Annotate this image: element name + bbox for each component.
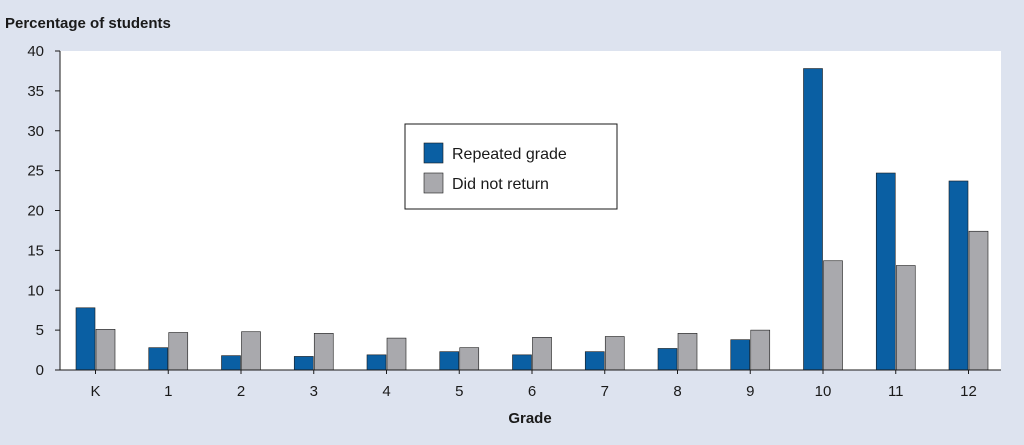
bar-repeated-grade-6 — [512, 354, 532, 371]
x-tick-label: 1 — [164, 383, 172, 400]
legend: Repeated grade Did not return — [404, 123, 618, 210]
plot-area — [60, 51, 1001, 370]
bar-did-not-return-4 — [386, 337, 407, 371]
x-tick-label: 5 — [455, 383, 463, 400]
legend-label-did-not-return: Did not return — [452, 176, 549, 193]
bar-repeated-grade-4 — [366, 354, 387, 371]
y-tick-label: 5 — [36, 322, 44, 339]
bar-repeated-grade-5 — [439, 351, 460, 371]
bar-did-not-return-9 — [750, 329, 771, 371]
bar-repeated-grade-11 — [875, 172, 896, 371]
y-tick-label: 10 — [27, 282, 44, 299]
y-tick-label: 40 — [27, 43, 44, 60]
bar-did-not-return-6 — [532, 337, 552, 371]
bar-did-not-return-5 — [459, 347, 480, 371]
bar-repeated-grade-2 — [221, 355, 241, 371]
x-axis-label: Grade — [508, 410, 551, 427]
y-tick-label: 0 — [36, 362, 44, 379]
bar-did-not-return-2 — [241, 331, 261, 371]
x-tick-label: 6 — [528, 383, 536, 400]
x-tick-label: K — [90, 383, 100, 400]
bar-did-not-return-8 — [677, 333, 698, 371]
x-tick-label: 2 — [237, 383, 245, 400]
bar-repeated-grade-9 — [730, 339, 751, 371]
x-tick-label: 8 — [673, 383, 681, 400]
legend-swatch-did-not-return — [423, 172, 444, 194]
bar-repeated-grade-8 — [657, 348, 678, 371]
x-tick-label: 3 — [310, 383, 318, 400]
legend-label-repeated-grade: Repeated grade — [452, 146, 567, 163]
bar-did-not-return-12 — [968, 230, 989, 371]
bar-repeated-grade-1 — [148, 347, 169, 371]
x-tick-label: 12 — [960, 383, 977, 400]
bar-series — [75, 68, 989, 371]
bar-repeated-grade-7 — [584, 351, 605, 371]
x-axis-ticks: K 1 2 3 4 5 6 7 8 9 10 11 12 — [90, 370, 977, 400]
x-tick-label: 4 — [382, 383, 390, 400]
bar-repeated-grade-10 — [803, 68, 823, 371]
legend-box — [404, 123, 618, 210]
bar-did-not-return-11 — [895, 265, 916, 371]
y-tick-label: 20 — [27, 203, 44, 220]
bar-repeated-grade-3 — [293, 356, 314, 371]
x-tick-label: 9 — [746, 383, 754, 400]
y-tick-label: 30 — [27, 123, 44, 140]
y-tick-label: 35 — [27, 83, 44, 100]
y-tick-label: 25 — [27, 163, 44, 180]
x-tick-label: 7 — [601, 383, 609, 400]
bar-did-not-return-7 — [604, 336, 625, 371]
bar-did-not-return-10 — [823, 260, 843, 371]
x-tick-label: 10 — [815, 383, 832, 400]
bar-did-not-return-k — [95, 329, 116, 371]
bar-repeated-grade-12 — [948, 180, 969, 371]
x-tick-label: 11 — [888, 383, 904, 400]
bar-did-not-return-1 — [168, 332, 189, 371]
bar-repeated-grade-k — [75, 307, 96, 371]
y-axis-label: Percentage of students — [5, 15, 171, 32]
legend-swatch-repeated-grade — [423, 142, 444, 164]
y-tick-label: 15 — [27, 242, 44, 259]
y-axis-ticks: 0 5 10 15 20 25 30 35 40 — [27, 43, 60, 379]
bar-did-not-return-3 — [313, 333, 334, 371]
